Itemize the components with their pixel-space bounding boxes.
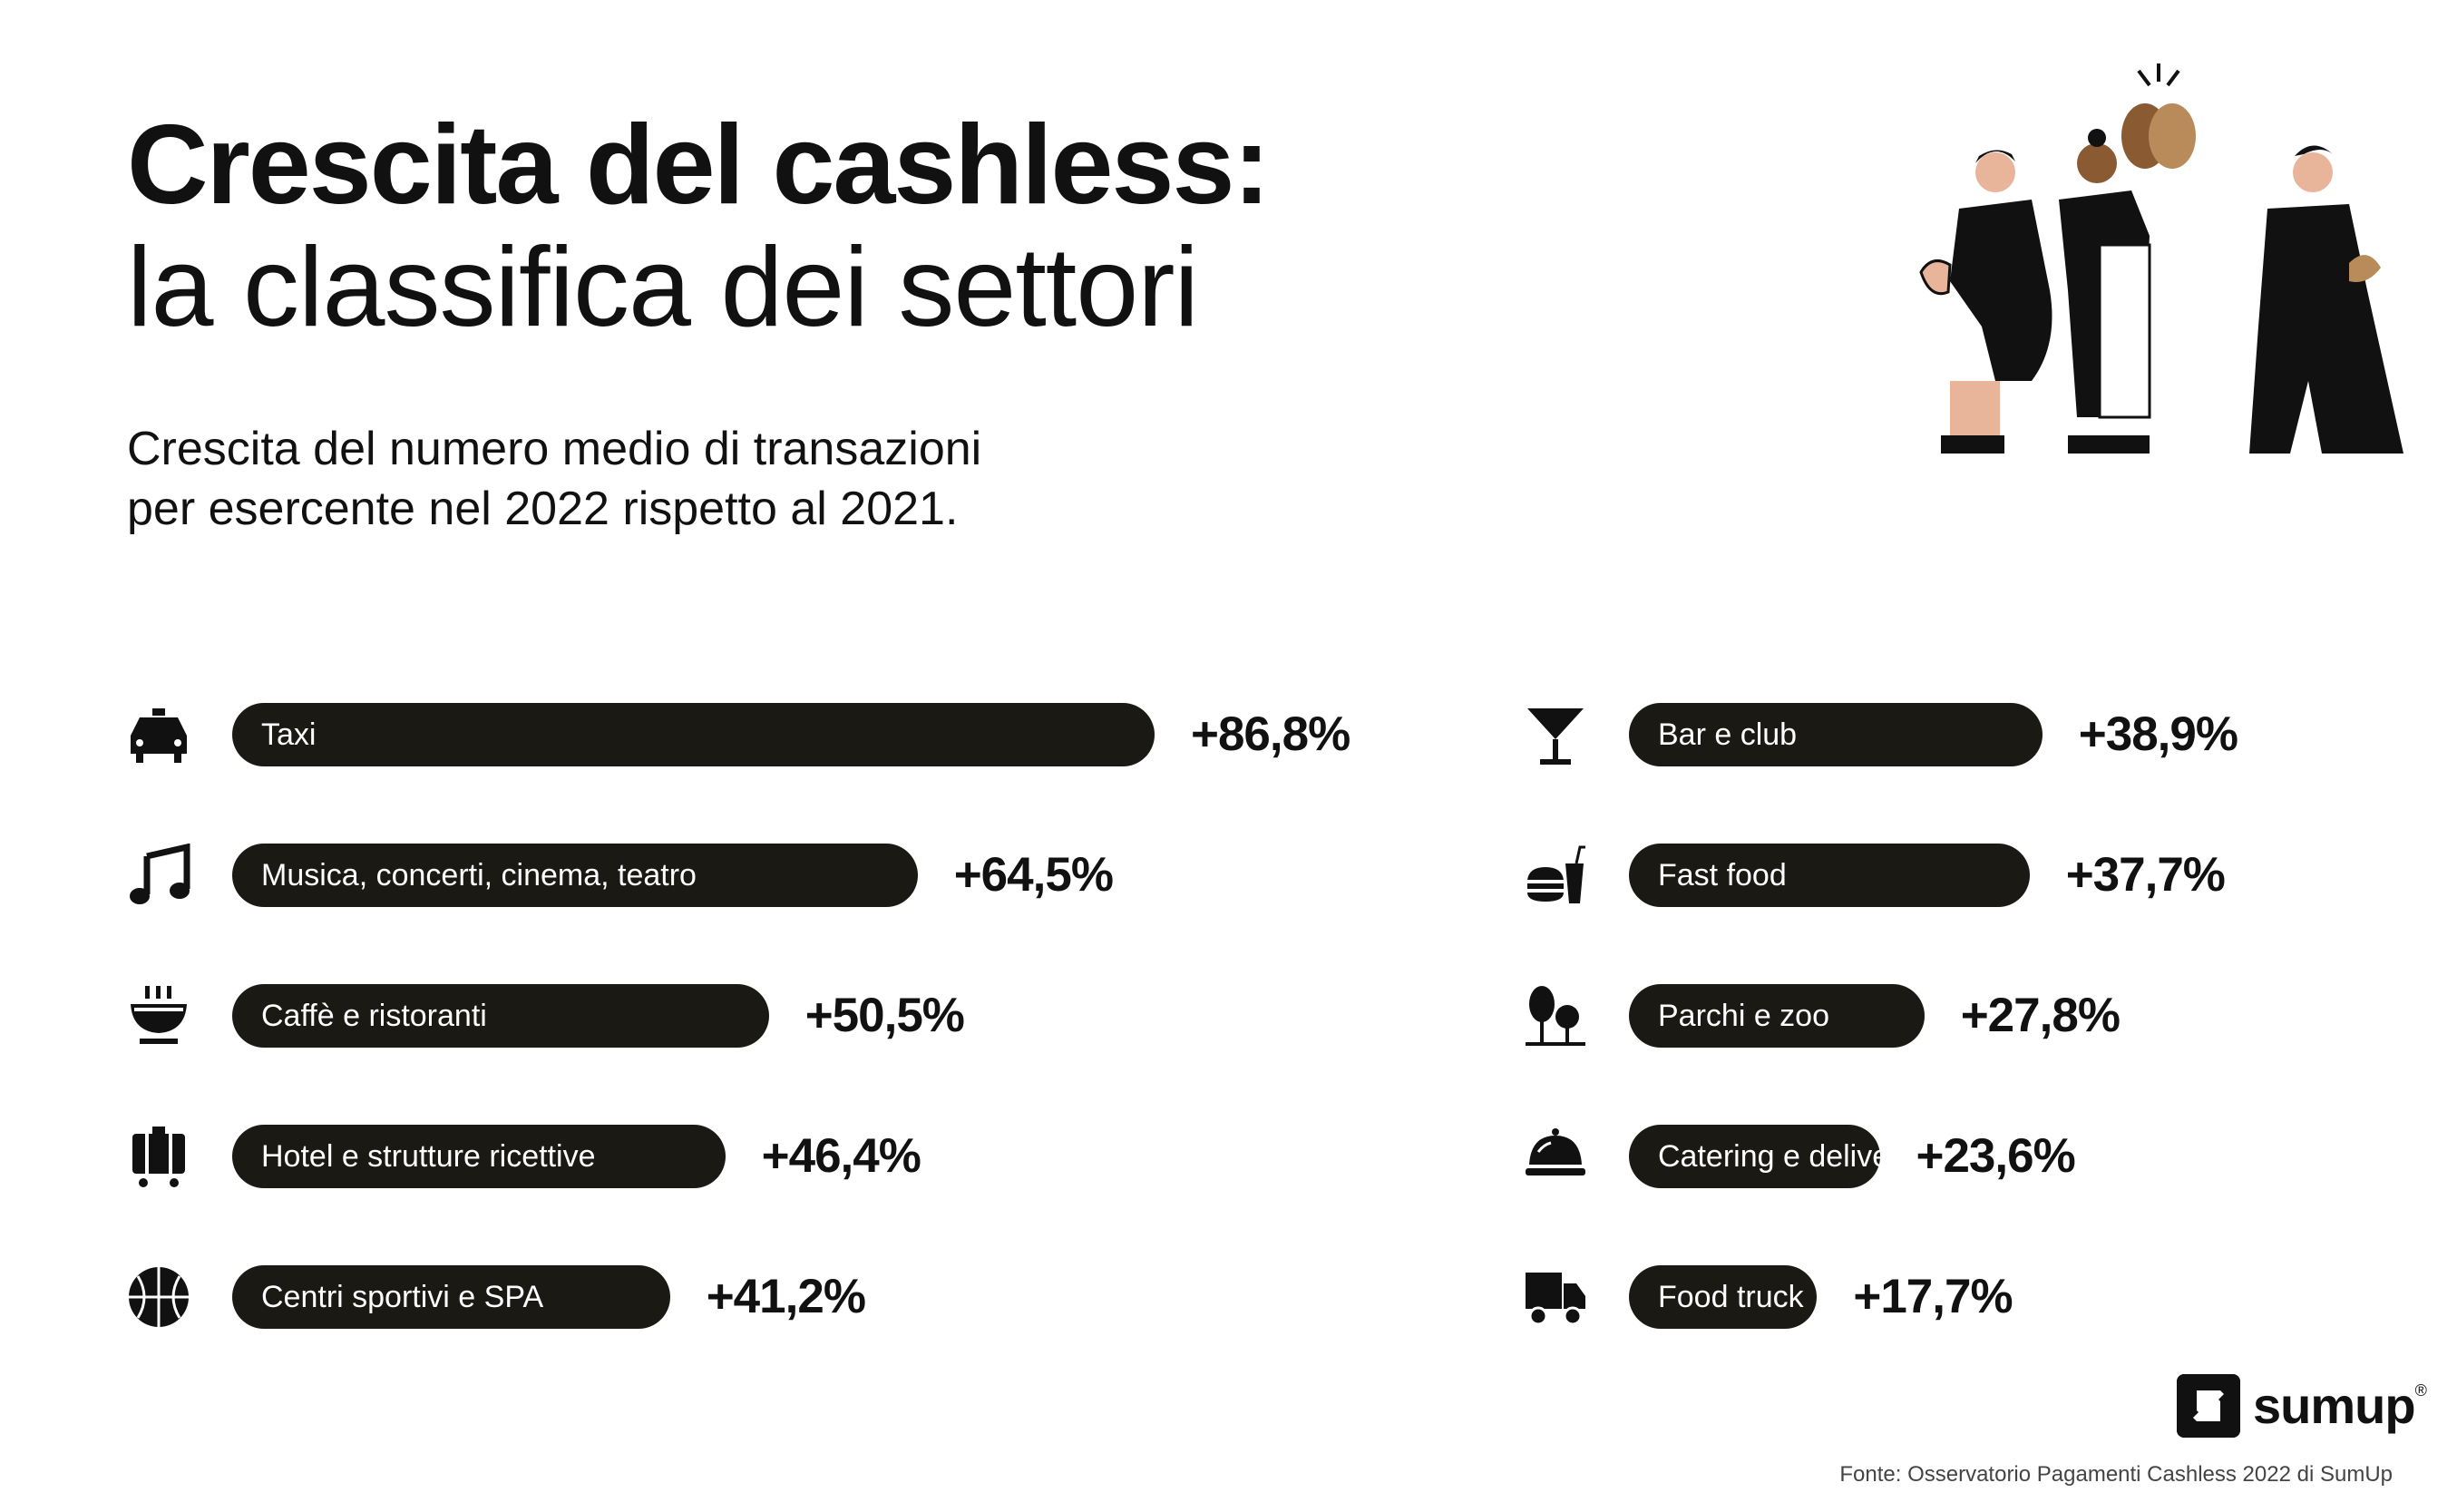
coffee-bowl-icon — [131, 986, 187, 1044]
bar-value-label: +41,2% — [706, 1270, 866, 1323]
subtitle-line-1: Crescita del numero medio di transazioni — [127, 423, 982, 475]
bar-value-label: +23,6% — [1916, 1129, 2076, 1183]
bar — [232, 844, 918, 907]
bar-value-label: +27,8% — [1960, 989, 2121, 1042]
basketball-icon — [129, 1267, 189, 1327]
truck-icon — [1526, 1273, 1585, 1326]
bar-value-label: +64,5% — [953, 848, 1114, 902]
bar-row: Caffè e ristoranti +50,5% — [127, 984, 1034, 1048]
bar-value-label: +86,8% — [1191, 707, 1350, 761]
bar-category-label: Bar e club — [1658, 717, 1798, 752]
trees-icon — [1526, 986, 1585, 1046]
brand-name: sumup — [2253, 1377, 2416, 1434]
bar-category-label: Catering e delivery — [1658, 1139, 1916, 1174]
fast-food-icon — [1527, 845, 1585, 903]
bar — [1629, 703, 2043, 766]
cloche-icon — [1526, 1128, 1585, 1175]
bar-value-label: +17,7% — [1853, 1270, 2013, 1323]
bar-category-label: Caffè e ristoranti — [261, 999, 487, 1033]
bar-row: Hotel e strutture ricettive +46,4% — [127, 1125, 1034, 1188]
bar-value-label: +38,9% — [2078, 707, 2238, 761]
sumup-logo-mark-icon — [2177, 1374, 2240, 1438]
bar-category-label: Centri sportivi e SPA — [261, 1280, 544, 1314]
bar-row: Fast food +37,7% — [1524, 844, 2431, 907]
bar-row: Food truck +17,7% — [1524, 1265, 2431, 1329]
title-line-1: Crescita del cashless: — [127, 102, 1271, 228]
bar-row: Taxi +86,8% — [127, 703, 1350, 766]
bar — [232, 703, 1155, 766]
sumup-logo-text: sumup® — [2253, 1376, 2427, 1435]
bar-row: Musica, concerti, cinema, teatro +64,5% — [127, 844, 1114, 907]
bar-category-label: Food truck — [1658, 1280, 1804, 1314]
music-note-icon — [130, 844, 190, 904]
bar — [232, 984, 769, 1048]
bar — [232, 1125, 726, 1188]
cocktail-glass-icon — [1527, 708, 1584, 765]
bar-category-label: Taxi — [261, 717, 317, 752]
bar — [1629, 844, 2030, 907]
bar — [1629, 984, 1925, 1048]
bar-category-label: Hotel e strutture ricettive — [261, 1139, 596, 1174]
bar-row: Catering e delivery +23,6% — [1524, 1125, 2431, 1188]
bar-row: Parchi e zoo +27,8% — [1524, 984, 2431, 1048]
bar-category-label: Musica, concerti, cinema, teatro — [261, 858, 697, 893]
brand-registered: ® — [2414, 1381, 2427, 1400]
luggage-icon — [132, 1127, 185, 1187]
subtitle-line-2: per esercente nel 2022 rispetto al 2021. — [127, 483, 959, 535]
bar-value-label: +46,4% — [761, 1129, 921, 1183]
bar-value-label: +50,5% — [804, 989, 965, 1042]
bar — [1629, 1265, 1818, 1329]
bar-category-label: Parchi e zoo — [1658, 999, 1829, 1033]
bar-row: Bar e club +38,9% — [1524, 703, 2431, 766]
bar-category-label: Fast food — [1658, 858, 1787, 893]
source-note: Fonte: Osservatorio Pagamenti Cashless 2… — [1839, 1462, 2393, 1487]
bar-value-label: +37,7% — [2065, 848, 2226, 902]
taxi-icon — [131, 708, 187, 763]
bar — [1629, 1125, 1880, 1188]
bar — [232, 1265, 670, 1329]
people-high-five-illustration — [1919, 63, 2403, 454]
bar-row: Centri sportivi e SPA +41,2% — [127, 1265, 1034, 1329]
subtitle: Crescita del numero medio di transazioni… — [127, 419, 1125, 539]
title-line-2: la classifica dei settori — [127, 225, 1199, 350]
